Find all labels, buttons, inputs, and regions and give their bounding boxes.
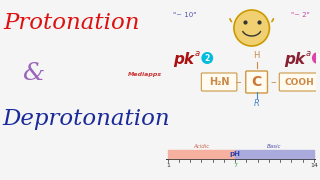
Text: 14: 14 (310, 163, 318, 168)
Text: a: a (195, 49, 200, 58)
FancyBboxPatch shape (246, 71, 268, 93)
Text: Acidic: Acidic (193, 144, 210, 149)
Text: a: a (306, 49, 311, 58)
FancyBboxPatch shape (279, 73, 319, 91)
Text: H: H (253, 51, 260, 60)
Text: Mediapps: Mediapps (128, 72, 163, 77)
Text: R: R (254, 99, 260, 108)
Text: 1: 1 (315, 53, 320, 62)
Text: H₂N: H₂N (209, 77, 229, 87)
Text: Basic: Basic (267, 144, 282, 149)
Text: &: & (22, 62, 44, 85)
Text: COOH: COOH (284, 78, 314, 87)
Circle shape (312, 52, 320, 64)
Text: –: – (271, 77, 276, 87)
Text: 7: 7 (233, 163, 237, 168)
Text: pk: pk (173, 52, 194, 67)
Text: pH: pH (230, 151, 241, 157)
FancyBboxPatch shape (201, 73, 237, 91)
Bar (168, 150, 235, 158)
Text: C: C (252, 75, 262, 89)
Text: "~ 2": "~ 2" (291, 12, 310, 18)
Circle shape (201, 52, 213, 64)
Text: 1: 1 (166, 163, 170, 168)
Bar (235, 150, 314, 158)
Text: 2: 2 (204, 53, 210, 62)
Text: Deprotonation: Deprotonation (2, 108, 170, 130)
Text: Protonation: Protonation (3, 12, 140, 34)
Text: –: – (235, 77, 241, 87)
Circle shape (234, 10, 269, 46)
Text: pk: pk (284, 52, 305, 67)
Text: "~ 10": "~ 10" (173, 12, 196, 18)
